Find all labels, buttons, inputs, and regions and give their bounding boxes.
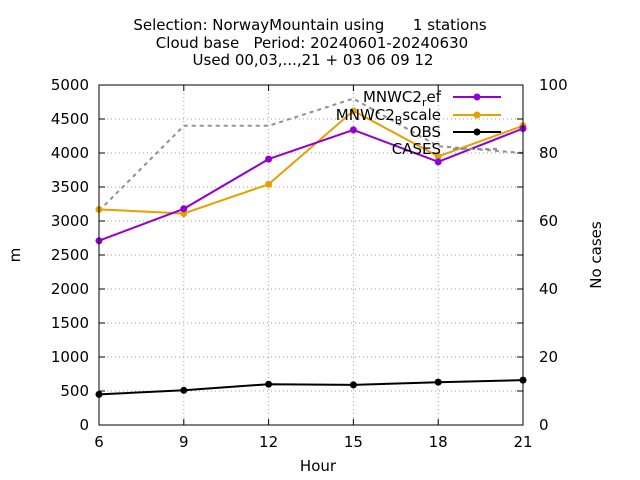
y-tick-label: 500	[60, 382, 89, 400]
legend-marker	[473, 128, 481, 136]
data-point	[180, 386, 188, 394]
chart-title: Selection: NorwayMountain using 1 statio…	[133, 16, 487, 69]
data-point	[349, 126, 357, 134]
legend-name: OBS	[410, 123, 441, 141]
y2-tick-label: 60	[539, 212, 558, 230]
x-tick-label: 12	[259, 433, 278, 451]
y2-tick-label: 40	[539, 280, 558, 298]
legend-marker	[473, 111, 481, 119]
data-point	[434, 152, 442, 160]
y-tick-label: 4000	[51, 144, 89, 162]
x-tick-label: 21	[513, 433, 532, 451]
x-tick-label: 15	[344, 433, 363, 451]
x-tick-label: 6	[94, 433, 104, 451]
legend-label: OBS	[410, 123, 441, 141]
y-tick-label: 2000	[51, 280, 89, 298]
legend-subscript: r	[422, 96, 427, 109]
grid	[99, 85, 523, 425]
series-layer	[95, 97, 527, 398]
x-tick-label: 18	[429, 433, 448, 451]
y-axis-label: m	[6, 248, 24, 263]
title-line-1: Selection: NorwayMountain using 1 statio…	[133, 16, 487, 34]
series-line-3	[98, 97, 524, 212]
legend-name-rest: scale	[402, 106, 441, 124]
series-line-0	[98, 127, 524, 242]
y2-tick-label: 100	[539, 76, 568, 94]
y2-tick-label: 80	[539, 144, 558, 162]
data-point	[349, 107, 357, 115]
y-tick-label: 2500	[51, 246, 89, 264]
legend-name-rest: ef	[426, 88, 441, 106]
data-point	[180, 205, 188, 213]
y-tick-label: 3500	[51, 178, 89, 196]
y-tick-label: 1500	[51, 314, 89, 332]
legend-name: CASES	[392, 140, 441, 158]
legend-name: MNWC2	[363, 88, 422, 106]
y-tick-label: 1000	[51, 348, 89, 366]
title-line-3: Used 00,03,...,21 + 03 06 09 12	[193, 51, 434, 69]
y-tick-label: 4500	[51, 110, 89, 128]
legend-label: CASES	[392, 140, 441, 158]
legend-subscript: B	[395, 114, 403, 127]
data-point	[434, 378, 442, 386]
y2-tick-label: 20	[539, 348, 558, 366]
series-line-2	[98, 379, 524, 396]
data-point	[265, 380, 273, 388]
data-point	[349, 381, 357, 389]
series-line-1	[98, 109, 524, 215]
legend-name: MNWC2	[336, 106, 395, 124]
data-point	[265, 180, 273, 188]
data-point	[434, 158, 442, 166]
y2-axis-label: No cases	[587, 221, 605, 289]
y-tick-label: 0	[79, 416, 89, 434]
x-axis-label: Hour	[300, 457, 337, 475]
axis-ticks: 0500100015002000250030003500400045005000…	[51, 76, 568, 451]
data-point	[265, 155, 273, 163]
y2-tick-label: 0	[539, 416, 549, 434]
x-tick-label: 9	[179, 433, 189, 451]
legend-marker	[473, 93, 481, 101]
title-line-2: Cloud base Period: 20240601-20240630	[156, 34, 468, 52]
y-tick-label: 3000	[51, 212, 89, 230]
y-tick-label: 5000	[51, 76, 89, 94]
legend-label: MNWC2ref	[363, 88, 442, 109]
legend-label: MNWC2Bscale	[336, 106, 441, 127]
